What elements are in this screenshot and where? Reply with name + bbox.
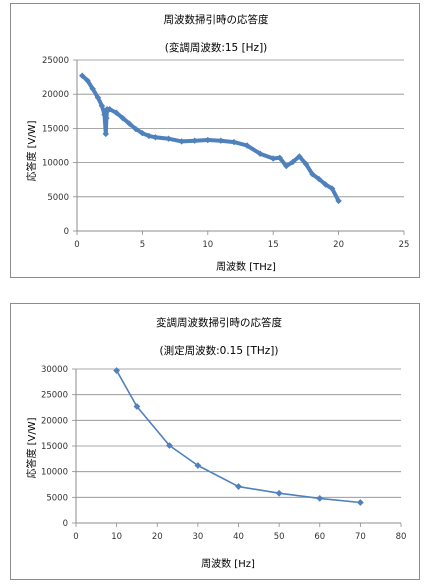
data-point <box>102 130 109 138</box>
data-point <box>322 181 329 188</box>
series-line <box>115 369 362 504</box>
x-tick-label: 60 <box>314 532 325 542</box>
axes <box>72 368 402 527</box>
grid-lines <box>77 59 404 198</box>
data-point <box>316 494 324 502</box>
y-tick-label: 10000 <box>41 468 68 478</box>
x-tick-label: 10 <box>202 240 213 250</box>
data-point <box>119 114 126 122</box>
data-point <box>296 153 303 160</box>
data-point <box>243 142 251 149</box>
data-point <box>328 185 336 192</box>
data-point <box>270 155 277 162</box>
data-point <box>230 138 238 146</box>
chart-subtitle: (測定周波数:0.15 [THz]) <box>160 344 279 357</box>
data-point <box>289 158 297 166</box>
y-tick-label: 20000 <box>42 90 69 100</box>
data-point <box>178 138 185 145</box>
data-point <box>194 462 202 469</box>
y-tick-label: 0 <box>63 519 68 529</box>
x-tick-label: 70 <box>355 532 366 542</box>
data-point <box>152 134 159 141</box>
data-point <box>204 136 211 144</box>
data-point <box>89 85 96 92</box>
x-tick-label: 40 <box>233 532 244 542</box>
y-tick-label: 0 <box>64 227 69 237</box>
data-point <box>315 175 323 183</box>
tick-labels: 0 5000 10000 15000 20000 25000 0 5 10 15 20 25 <box>42 56 409 250</box>
chart-panel-sweep-frequency: 周波数掃引時の応答度 (変調周波数:15 [Hz]) 周波数 [THz] 応答度… <box>10 3 420 278</box>
chart-panel-modulation-frequency: 変調周波数掃引時の応答度 (測定周波数:0.15 [THz]) 周波数 [Hz]… <box>10 303 420 580</box>
x-tick-label: 10 <box>111 532 122 542</box>
x-tick-label: 20 <box>333 240 344 250</box>
data-series <box>79 72 342 205</box>
chart-modulation-frequency: 変調周波数掃引時の応答度 (測定周波数:0.15 [THz]) 周波数 [Hz]… <box>25 316 406 570</box>
data-point <box>217 137 225 144</box>
data-point <box>103 114 110 122</box>
data-point <box>165 135 172 142</box>
y-tick-label: 20000 <box>41 416 68 426</box>
x-tick-label: 0 <box>73 532 78 542</box>
y-axis-title: 応答度 [V/W] <box>25 120 38 181</box>
y-tick-label: 10000 <box>42 159 69 169</box>
data-point <box>356 499 364 506</box>
data-point <box>302 160 310 168</box>
chart-title: 変調周波数掃引時の応答度 <box>156 316 282 329</box>
data-point <box>235 483 242 490</box>
data-point <box>191 137 198 144</box>
data-point <box>113 109 120 116</box>
data-point <box>309 171 316 178</box>
grid-lines <box>76 368 401 498</box>
data-series <box>113 367 364 506</box>
x-axis-title: 周波数 [THz] <box>216 260 276 273</box>
data-point <box>145 132 153 140</box>
data-point <box>79 72 86 79</box>
data-point <box>275 489 283 497</box>
x-tick-label: 30 <box>192 532 203 542</box>
x-tick-label: 20 <box>152 532 163 542</box>
data-point <box>132 125 140 133</box>
axes <box>73 59 405 235</box>
data-point <box>113 367 121 374</box>
data-point <box>335 197 342 205</box>
data-point <box>94 94 102 101</box>
y-tick-label: 25000 <box>41 391 68 401</box>
data-point <box>84 77 91 84</box>
y-tick-label: 15000 <box>42 124 69 134</box>
x-tick-label: 5 <box>140 240 145 250</box>
data-point <box>126 120 133 127</box>
x-tick-label: 0 <box>74 240 79 250</box>
x-tick-label: 50 <box>274 532 285 542</box>
x-tick-label: 80 <box>396 532 407 542</box>
y-axis-title: 応答度 [V/W] <box>25 417 38 478</box>
data-point <box>98 102 106 110</box>
x-tick-label: 25 <box>399 240 410 250</box>
data-point <box>106 106 113 113</box>
data-point <box>166 442 173 449</box>
data-point <box>133 403 141 410</box>
x-axis-title: 周波数 [Hz] <box>201 557 255 570</box>
y-tick-label: 25000 <box>42 56 69 66</box>
y-tick-label: 30000 <box>41 365 68 375</box>
y-tick-label: 15000 <box>41 442 68 452</box>
x-tick-label: 15 <box>268 240 279 250</box>
data-point <box>256 150 264 157</box>
data-point <box>283 162 290 170</box>
chart-sweep-frequency: 周波数掃引時の応答度 (変調周波数:15 [Hz]) 周波数 [THz] 応答度… <box>25 13 409 273</box>
data-point <box>276 154 283 162</box>
data-point <box>139 129 146 137</box>
chart-title: 周波数掃引時の応答度 <box>164 13 269 26</box>
chart-subtitle: (変調周波数:15 [Hz]) <box>165 41 268 54</box>
tick-labels: 0 5000 10000 15000 20000 25000 30000 0 10 20 30 40 5… <box>41 365 406 542</box>
y-tick-label: 5000 <box>47 193 69 203</box>
y-tick-label: 5000 <box>46 493 68 503</box>
